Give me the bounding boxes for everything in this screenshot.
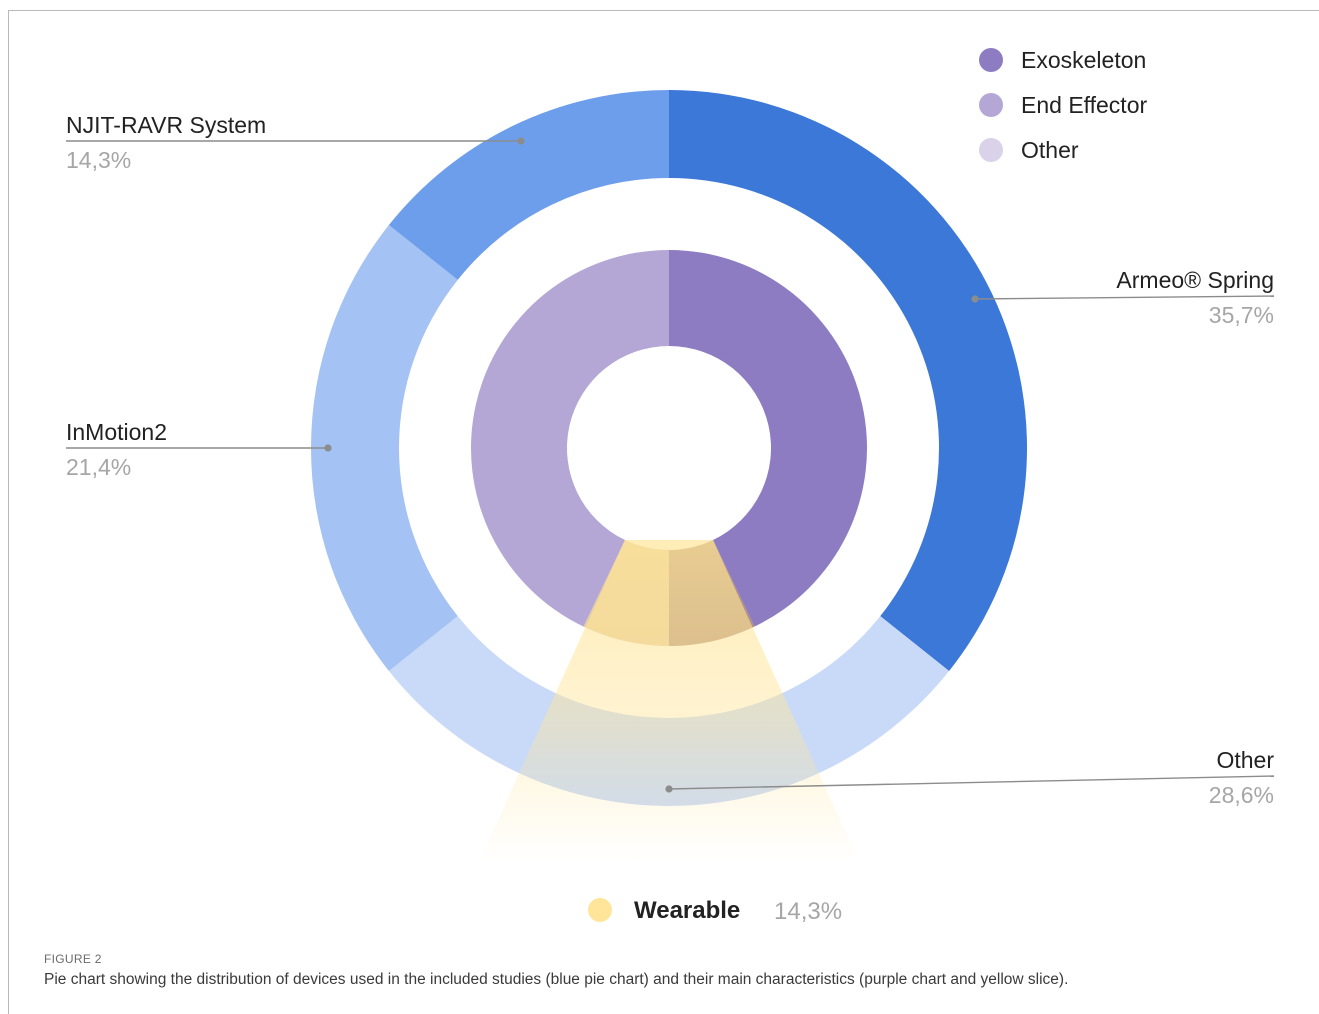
legend: Exoskeleton End Effector Other Wearable 14,3… [588,47,1147,925]
callout-other-leader-line [668,775,1275,790]
wearable-highlight [479,540,859,862]
callout-inmotion2-dot [324,444,332,452]
frame-top-border [8,10,1319,11]
outer-slice-njit-ravr-system [388,90,669,280]
legend-label-end-effector: End Effector [1021,92,1147,118]
legend-label-exoskeleton: Exoskeleton [1021,47,1146,73]
legend-swatch-exoskeleton [979,48,1003,72]
callout-other-label: Other [1216,747,1274,773]
outer-slice-armeo-spring [669,90,1027,671]
legend-swatch-wearable [588,898,612,922]
callout-other-dot [665,785,673,793]
callout-njit-ravr-system-label: NJIT-RAVR System [66,112,266,138]
outer-slice-inmotion2 [311,225,458,671]
legend-swatch-end-effector [979,93,1003,117]
legend-label-other: Other [1021,137,1079,163]
callout-njit-ravr-system-dot [517,137,525,145]
legend-value-wearable: 14,3% [774,898,842,925]
callout-other-value: 28,6% [1209,782,1274,808]
callout-inmotion2-label: InMotion2 [66,419,167,445]
inner-slice-end-effector-3 [471,249,669,627]
callout-inmotion2-value: 21,4% [66,454,131,480]
callout-armeo-spring-leader-line [974,295,1275,300]
callout-armeo-spring-dot [971,295,979,303]
figure-caption: Pie chart showing the distribution of de… [44,971,1069,988]
callout-armeo-spring-value: 35,7% [1209,302,1274,328]
inner-slice-exoskeleton-0 [669,250,867,627]
legend-label-wearable: Wearable [634,897,740,924]
callout-armeo-spring-label: Armeo® Spring [1116,267,1274,293]
highlight-slice-wearable [479,540,859,862]
figure-label: FIGURE 2 [44,952,102,966]
callout-njit-ravr-system-value: 14,3% [66,147,131,173]
frame-left-border [8,10,9,1014]
callouts: Armeo® Spring 35,7% Other 28,6% InMotion2 21,… [66,112,1274,808]
legend-swatch-other [979,138,1003,162]
